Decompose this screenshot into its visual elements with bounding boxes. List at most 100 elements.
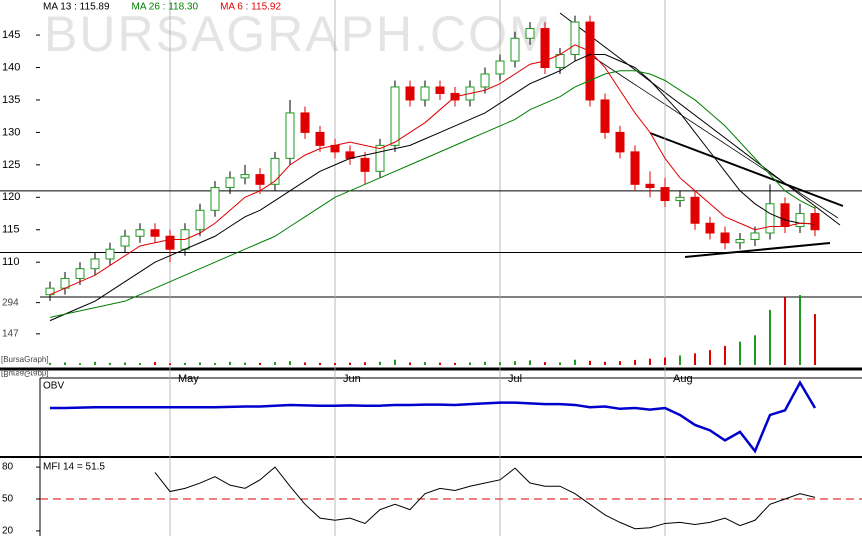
y-tick-label: 120 bbox=[2, 191, 20, 203]
trend-line bbox=[649, 132, 844, 207]
candle-body bbox=[375, 144, 385, 172]
moving-average-line bbox=[49, 44, 816, 296]
candle-body bbox=[420, 86, 430, 101]
candle-body bbox=[360, 157, 370, 172]
candle-body bbox=[315, 131, 325, 146]
volume-bar bbox=[424, 362, 426, 365]
moving-average-line bbox=[49, 54, 816, 322]
volume-bar bbox=[634, 359, 636, 365]
panel-title: MFI 14 = 51.5 bbox=[43, 462, 105, 473]
x-tick-label: Jul bbox=[508, 373, 522, 385]
volume-bar bbox=[109, 362, 111, 365]
volume-bar bbox=[94, 361, 96, 365]
volume-bar bbox=[259, 362, 261, 365]
candle-body bbox=[690, 196, 700, 224]
candle-body bbox=[135, 229, 145, 237]
candle-body bbox=[540, 28, 550, 68]
y-tick-label: 145 bbox=[2, 29, 20, 41]
volume-bar bbox=[709, 350, 711, 365]
candle-body bbox=[225, 177, 235, 189]
volume-bar bbox=[484, 361, 486, 365]
candle-body bbox=[285, 112, 295, 159]
y-tick-label: 110 bbox=[2, 256, 20, 268]
volume-bar bbox=[739, 341, 741, 365]
volume-bar bbox=[364, 362, 366, 365]
volume-bar bbox=[694, 353, 696, 365]
volume-bar bbox=[349, 362, 351, 365]
volume-bar bbox=[784, 297, 786, 365]
volume-bar bbox=[379, 361, 381, 365]
candle-body bbox=[570, 21, 580, 56]
watermark: BURSAGRAPH.COM bbox=[44, 6, 553, 62]
candle-body bbox=[105, 248, 115, 260]
volume-bar bbox=[754, 335, 756, 365]
volume-bar bbox=[154, 362, 156, 365]
y-tick-label: 125 bbox=[2, 159, 20, 171]
candle-body bbox=[210, 187, 220, 211]
volume-bar bbox=[124, 362, 126, 365]
candle-body bbox=[555, 54, 565, 68]
y-tick-label: 130 bbox=[2, 126, 20, 138]
candle-body bbox=[810, 213, 820, 231]
candle-body bbox=[720, 232, 730, 244]
trend-line bbox=[559, 12, 841, 226]
x-tick-label: Jun bbox=[343, 373, 361, 385]
candle-body bbox=[795, 213, 805, 228]
legend-entry: MA 13 : 115.89 bbox=[43, 2, 110, 13]
volume-bar bbox=[799, 295, 801, 365]
y-tick-label: 50 bbox=[2, 494, 14, 505]
candle-body bbox=[495, 60, 505, 75]
trend-line bbox=[684, 242, 831, 258]
candle-body bbox=[615, 131, 625, 153]
volume-bar bbox=[589, 360, 591, 365]
volume-bar bbox=[499, 362, 501, 365]
y-tick-label: 20 bbox=[2, 526, 14, 536]
candle-body bbox=[660, 187, 670, 202]
volume-bar bbox=[469, 362, 471, 365]
candle-body bbox=[735, 238, 745, 244]
volume-bar bbox=[604, 361, 606, 365]
volume-bar bbox=[139, 363, 141, 365]
volume-bar bbox=[454, 362, 456, 365]
candle-body bbox=[195, 209, 205, 231]
candle-body bbox=[525, 28, 535, 39]
candle-body bbox=[675, 196, 685, 202]
volume-bar bbox=[64, 362, 66, 365]
candle-body bbox=[165, 235, 175, 250]
volume-bar bbox=[169, 363, 171, 365]
volume-bar bbox=[649, 358, 651, 365]
y-tick-label: 80 bbox=[2, 462, 14, 473]
panel-title: OBV bbox=[43, 381, 64, 392]
candle-body bbox=[750, 232, 760, 240]
candle-body bbox=[240, 174, 250, 179]
volume-bar bbox=[529, 360, 531, 365]
candle-body bbox=[435, 86, 445, 94]
volume-bar bbox=[439, 362, 441, 365]
volume-bar bbox=[574, 359, 576, 365]
volume-tick-label: 294 bbox=[2, 297, 19, 308]
candle-body bbox=[600, 99, 610, 133]
volume-bar bbox=[319, 362, 321, 365]
candle-body bbox=[300, 112, 310, 133]
indicator-line bbox=[50, 380, 817, 454]
volume-bar bbox=[274, 362, 276, 365]
volume-bar bbox=[724, 345, 726, 365]
volume-bar bbox=[409, 362, 411, 365]
volume-bar bbox=[559, 362, 561, 365]
volume-bar bbox=[289, 361, 291, 365]
candle-body bbox=[705, 222, 715, 234]
candle-body bbox=[255, 174, 265, 185]
trend-line bbox=[589, 54, 839, 219]
volume-bar bbox=[769, 309, 771, 365]
legend-entry: MA 26 : 118.30 bbox=[132, 2, 199, 13]
volume-bar bbox=[49, 362, 51, 365]
volume-bar bbox=[229, 361, 231, 365]
candle-body bbox=[390, 86, 400, 146]
x-tick-label: May bbox=[178, 373, 199, 385]
candle-body bbox=[630, 151, 640, 185]
indicator-line bbox=[154, 466, 816, 530]
legend-entry: MA 6 : 115.92 bbox=[220, 2, 281, 13]
candle-body bbox=[120, 235, 130, 247]
source-label: [BursaGraph] bbox=[1, 355, 49, 364]
